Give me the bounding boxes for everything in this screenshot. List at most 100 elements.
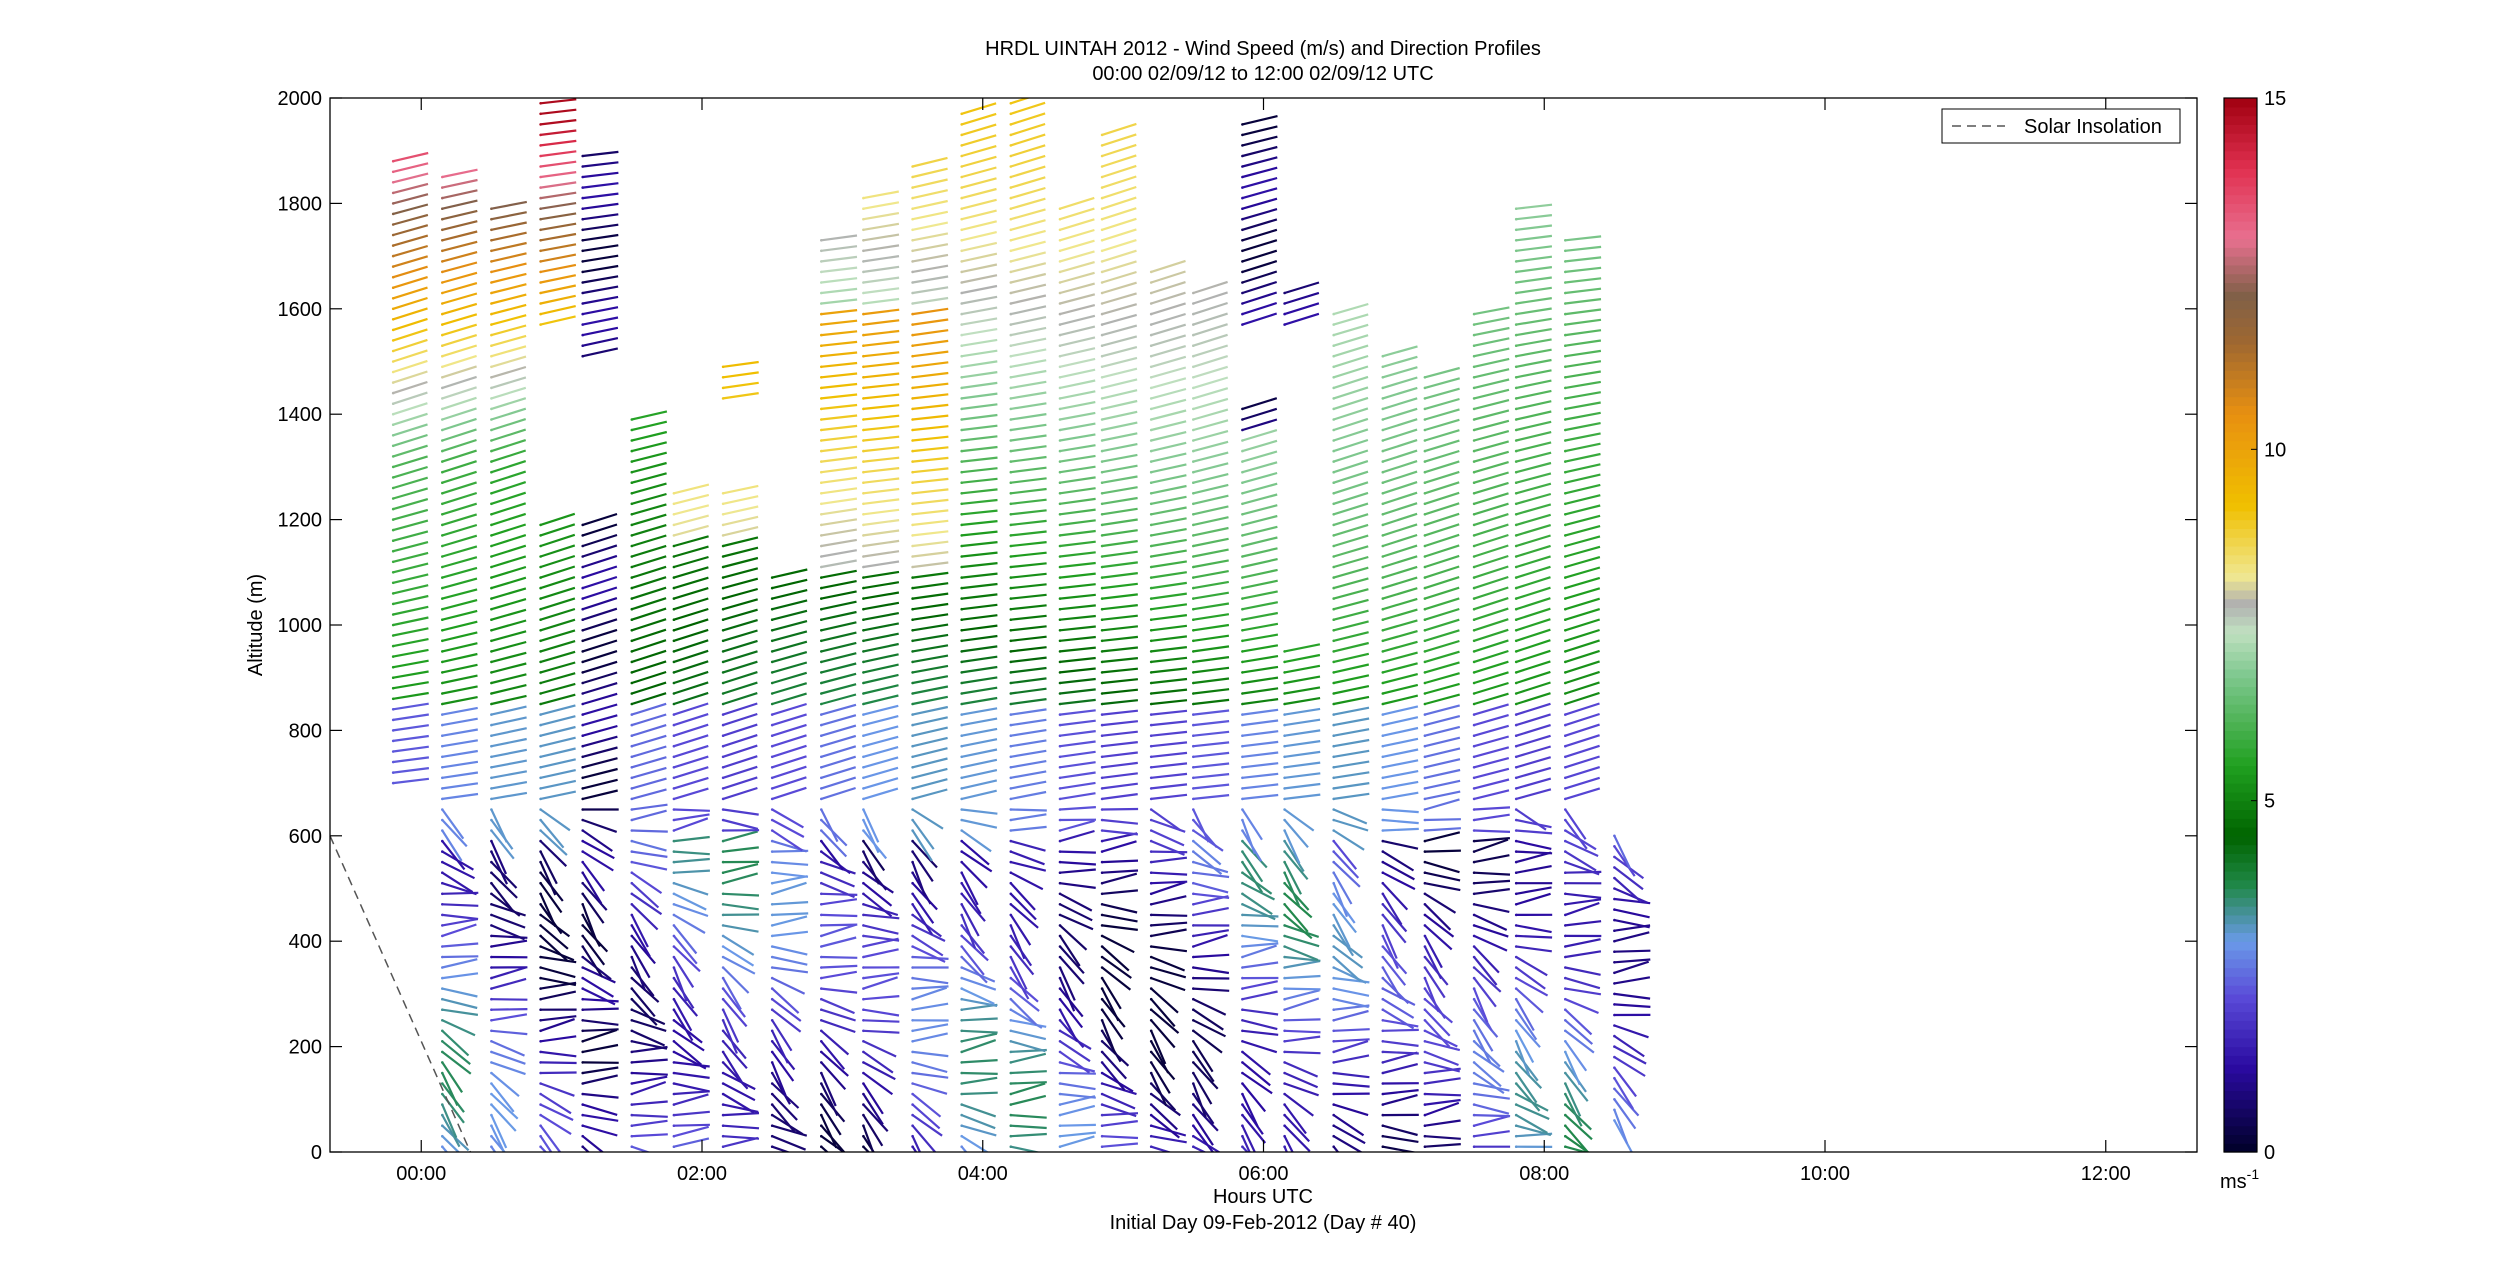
wind-barb-dot bbox=[392, 423, 395, 426]
wind-barb bbox=[442, 904, 478, 906]
wind-barb bbox=[962, 636, 998, 641]
wind-barb-dot bbox=[1564, 893, 1567, 896]
wind-barb-dot bbox=[490, 1072, 493, 1075]
wind-barb bbox=[1516, 852, 1552, 854]
wind-barb bbox=[1151, 742, 1187, 746]
wind-barb-dot bbox=[1241, 292, 1244, 295]
wind-barb bbox=[1102, 261, 1136, 272]
wind-barb bbox=[913, 779, 948, 788]
wind-barb-dot bbox=[539, 629, 542, 632]
wind-barb bbox=[1193, 883, 1228, 892]
wind-barb bbox=[674, 859, 710, 862]
wind-barb-dot bbox=[490, 587, 493, 590]
colorbar-strip bbox=[2224, 783, 2257, 792]
wind-barb-dot bbox=[1564, 292, 1567, 295]
wind-barb-dot bbox=[581, 893, 584, 896]
wind-barb-dot bbox=[1010, 871, 1013, 874]
wind-barb-dot bbox=[631, 808, 634, 811]
wind-barb bbox=[1193, 935, 1227, 946]
wind-barb-dot bbox=[862, 408, 865, 411]
colorbar-strip bbox=[2224, 1064, 2257, 1073]
wind-barb bbox=[674, 1073, 710, 1078]
wind-barb-dot bbox=[1564, 945, 1567, 948]
wind-barb bbox=[1474, 400, 1509, 409]
wind-barb-dot bbox=[911, 1051, 914, 1054]
wind-barb bbox=[962, 563, 998, 567]
wind-barb bbox=[1383, 461, 1417, 472]
wind-barb-dot bbox=[1564, 418, 1567, 421]
wind-barb-dot bbox=[1283, 1072, 1286, 1075]
wind-barb-dot bbox=[631, 914, 634, 917]
wind-barb bbox=[913, 759, 948, 768]
wind-barb bbox=[1565, 268, 1601, 272]
wind-barb-dot bbox=[1150, 292, 1153, 295]
colorbar-strip bbox=[2224, 730, 2257, 739]
wind-barb-dot bbox=[1473, 987, 1476, 990]
wind-barb-dot bbox=[862, 344, 865, 347]
wind-barb bbox=[1425, 695, 1460, 704]
wind-barb-dot bbox=[1473, 777, 1476, 780]
wind-barb bbox=[962, 286, 997, 293]
wind-barb bbox=[1060, 262, 1095, 272]
wind-barb bbox=[723, 968, 749, 994]
wind-barb bbox=[863, 789, 898, 799]
wind-barb-dot bbox=[722, 977, 725, 980]
wind-barb bbox=[1474, 1116, 1509, 1126]
wind-barb-dot bbox=[441, 987, 444, 990]
wind-barb-dot bbox=[1241, 850, 1244, 853]
wind-barb-dot bbox=[1613, 1109, 1616, 1112]
legend: Solar Insolation bbox=[1942, 109, 2180, 143]
wind-barb-dot bbox=[1564, 861, 1567, 864]
wind-barb-dot bbox=[1515, 1030, 1518, 1033]
wind-barb-dot bbox=[673, 1145, 676, 1148]
wind-barb bbox=[863, 685, 898, 693]
wind-barb-dot bbox=[1283, 829, 1286, 832]
wind-barb bbox=[491, 388, 525, 399]
wind-barb bbox=[442, 429, 476, 440]
wind-barb bbox=[1242, 559, 1277, 567]
wind-barb-dot bbox=[673, 956, 676, 959]
wind-barb-dot bbox=[1059, 534, 1062, 537]
wind-barb-dot bbox=[771, 1072, 774, 1075]
wind-barb-dot bbox=[490, 576, 493, 579]
wind-barb bbox=[1516, 598, 1550, 609]
wind-barb-dot bbox=[1332, 545, 1335, 548]
wind-barb-dot bbox=[1473, 481, 1476, 484]
wind-barb-dot bbox=[960, 260, 963, 263]
wind-barb-dot bbox=[1101, 429, 1104, 432]
wind-barb bbox=[1151, 647, 1187, 651]
wind-barb-dot bbox=[1241, 966, 1244, 969]
wind-barb bbox=[1011, 751, 1047, 757]
wind-barb-dot bbox=[1564, 439, 1567, 442]
wind-barb-dot bbox=[820, 439, 823, 442]
wind-barb-dot bbox=[960, 882, 963, 885]
wind-barb bbox=[863, 288, 899, 293]
wind-barb-dot bbox=[911, 808, 914, 811]
wind-barb-dot bbox=[581, 650, 584, 653]
wind-barb-dot bbox=[1192, 819, 1195, 822]
wind-barb bbox=[393, 403, 427, 414]
wind-barb bbox=[1242, 581, 1277, 588]
wind-barb-dot bbox=[960, 661, 963, 664]
wind-barb-dot bbox=[1101, 924, 1104, 927]
wind-barb-dot bbox=[911, 1093, 914, 1096]
wind-barb-dot bbox=[1382, 1082, 1385, 1085]
wind-barb-dot bbox=[911, 1008, 914, 1011]
wind-barb bbox=[1383, 696, 1418, 704]
wind-barb bbox=[1425, 925, 1452, 949]
wind-barb-dot bbox=[1010, 850, 1013, 853]
wind-barb bbox=[1383, 1136, 1419, 1142]
wind-barb-dot bbox=[960, 987, 963, 990]
wind-barb-dot bbox=[1059, 987, 1062, 990]
wind-barb bbox=[1425, 493, 1459, 504]
wind-barb-dot bbox=[1332, 861, 1335, 864]
wind-barb-dot bbox=[1010, 397, 1013, 400]
colorbar-strip bbox=[2224, 1099, 2257, 1108]
wind-barb bbox=[962, 770, 997, 778]
wind-barb bbox=[863, 363, 899, 367]
wind-barb bbox=[583, 318, 618, 325]
wind-barb-dot bbox=[1515, 1072, 1518, 1075]
wind-barb bbox=[1193, 431, 1228, 440]
wind-barb bbox=[962, 1073, 998, 1074]
wind-barb bbox=[1285, 677, 1320, 683]
